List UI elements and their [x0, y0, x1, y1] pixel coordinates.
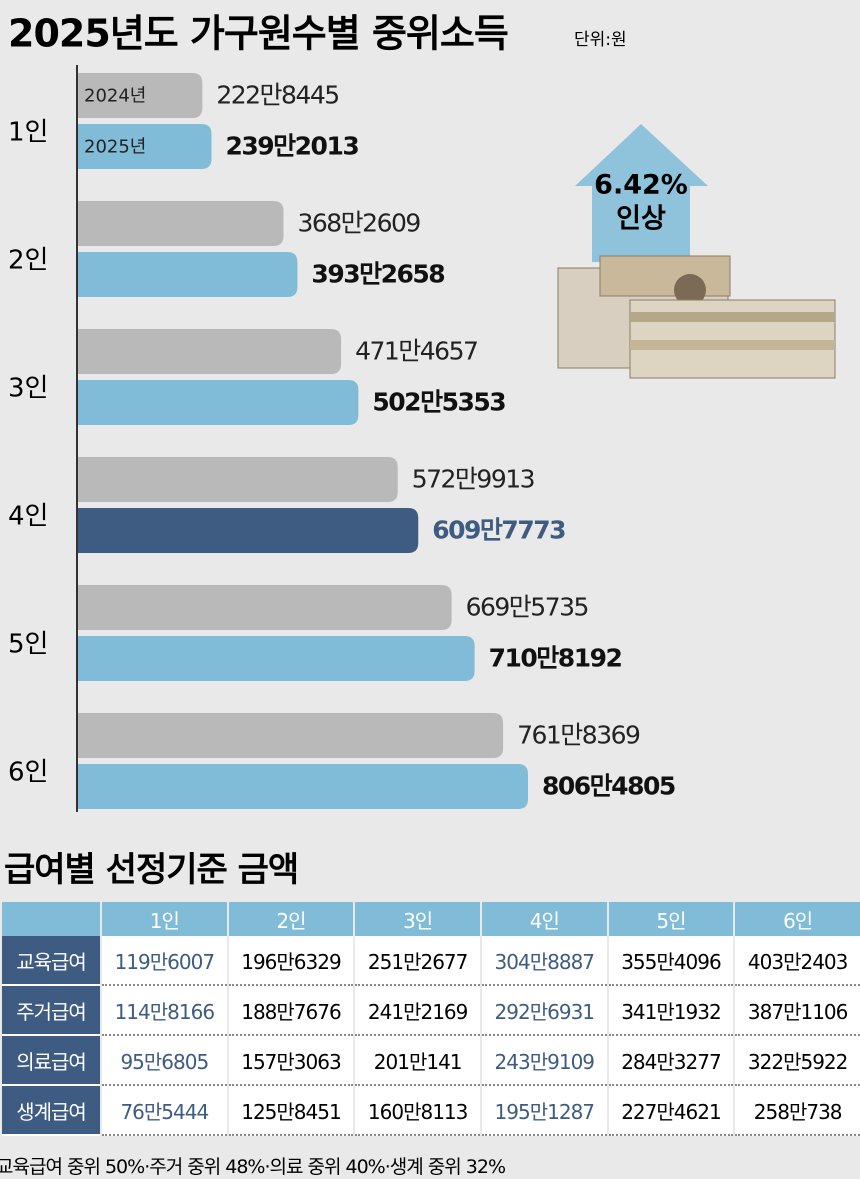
cell: 284만3277 [608, 1036, 734, 1086]
chart-title: 2025년도 가구원수별 중위소득 [8, 12, 508, 56]
cell: 95만6805 [102, 1036, 227, 1086]
bar [78, 201, 284, 246]
value-label: 761만8369 [517, 721, 640, 750]
value-label: 222만8445 [216, 81, 338, 110]
cell: 241만2169 [355, 986, 480, 1036]
cell: 76만5444 [102, 1086, 227, 1136]
cell: 304만8887 [481, 936, 607, 986]
value-label: 710만8192 [489, 644, 622, 673]
cell: 196만6329 [228, 936, 354, 986]
cell: 188만7676 [228, 986, 354, 1036]
bar [78, 457, 398, 502]
column-header: 4인 [481, 902, 607, 936]
table-row: 주거급여 114만8166 188만7676 241만2169 292만6931 341만… [2, 986, 860, 1036]
row-label: 생계급여 [2, 1086, 100, 1136]
cell: 157만3063 [228, 1036, 354, 1086]
chart: 2025년도 가구원수별 중위소득 단위:원 6.42% 인상 1인 222만84… [8, 12, 836, 812]
bar [78, 636, 475, 681]
bar [78, 380, 359, 425]
value-label: 669만5735 [466, 593, 588, 622]
money-illustration [557, 255, 836, 379]
cell: 201만141 [355, 1036, 480, 1086]
value-label: 609만7773 [432, 516, 565, 545]
bar [78, 73, 203, 118]
column-header: 2인 [228, 902, 354, 936]
cell: 355만4096 [608, 936, 734, 986]
header-row: 1인 2인 3인 4인 5인 6인 [2, 902, 860, 936]
table-row: 교육급여 119만6007 196만6329 251만2677 304만8887 355만… [2, 936, 860, 986]
footnote: 교육급여 중위 50%·주거 중위 48%·의료 중위 40%·생계 중위 32… [0, 1156, 506, 1178]
bar [78, 764, 528, 809]
value-label: 239만2013 [225, 132, 358, 161]
category-label: 5인 [8, 630, 48, 660]
bar [78, 124, 212, 169]
bar [78, 329, 342, 374]
bar [78, 508, 419, 553]
category-label: 2인 [8, 246, 48, 276]
value-label: 502만5353 [372, 388, 505, 417]
row-label: 교육급여 [2, 936, 100, 986]
legend-label: 2025년 [84, 137, 146, 158]
column-header: 3인 [355, 902, 480, 936]
value-label: 393만2658 [311, 260, 444, 289]
bar [78, 585, 452, 630]
category-label: 1인 [8, 118, 48, 148]
table-title: 급여별 선정기준 금액 [4, 850, 299, 890]
cell: 258만738 [735, 1086, 860, 1136]
row-label: 의료급여 [2, 1036, 100, 1086]
value-label: 806만4805 [542, 772, 675, 801]
arrow [575, 124, 708, 262]
value-label: 471만4657 [355, 337, 477, 366]
row-label: 주거급여 [2, 986, 100, 1036]
value-label: 368만2609 [297, 209, 420, 238]
cell: 243만9109 [481, 1036, 607, 1086]
unit: 단위:원 [574, 30, 627, 50]
category-label: 4인 [8, 502, 48, 532]
cell: 119만6007 [102, 936, 227, 986]
cell: 292만6931 [481, 986, 607, 1036]
cell: 322만5922 [735, 1036, 860, 1086]
table-row: 의료급여 95만6805 157만3063 201만141 243만9109 284만32… [2, 1036, 860, 1086]
category-label: 6인 [8, 758, 48, 788]
corner [2, 902, 100, 936]
column-header: 6인 [735, 902, 860, 936]
cell: 387만1106 [735, 986, 860, 1036]
cell: 227만4621 [608, 1086, 734, 1136]
cell: 341만1932 [608, 986, 734, 1036]
bar [78, 252, 298, 297]
value-label: 572만9913 [412, 465, 534, 494]
cell: 160만8113 [355, 1086, 480, 1136]
cell: 195만1287 [481, 1086, 607, 1136]
table: 1인 2인 3인 4인 5인 6인 교육급여 119만6007 196만6329 251만2677… [0, 902, 860, 1136]
table-row: 생계급여 76만5444 125만8451 160만8113 195만1287 227만4… [2, 1086, 860, 1136]
annotation: 6.42% [594, 170, 688, 201]
cell: 403만2403 [735, 936, 860, 986]
legend-label: 2024년 [84, 86, 146, 107]
annotation: 인상 [616, 204, 666, 235]
cell: 251만2677 [355, 936, 480, 986]
cell: 125만8451 [228, 1086, 354, 1136]
category-label: 3인 [8, 374, 48, 404]
bar [78, 713, 504, 758]
column-header: 1인 [102, 902, 227, 936]
cell: 114만8166 [102, 986, 227, 1036]
column-header: 5인 [608, 902, 734, 936]
